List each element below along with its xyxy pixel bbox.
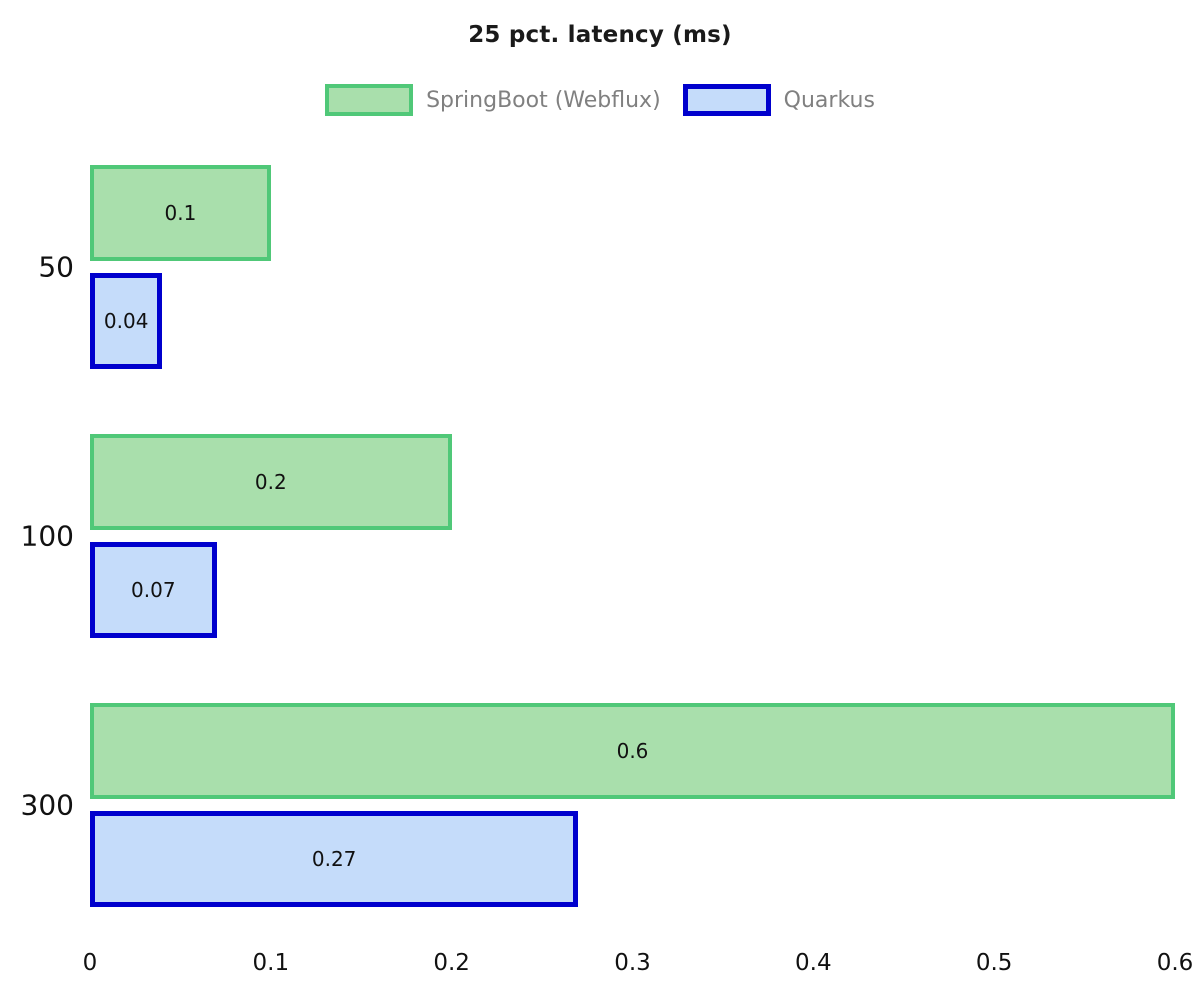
bar-value-label: 0.6 xyxy=(616,739,649,763)
legend-item-springboot-webflux: SpringBoot (Webflux) xyxy=(325,84,661,116)
plot-area: 50 0.1 0.04 100 0.2 0.07 300 0.6 0.27 xyxy=(21,0,1175,940)
category-label-100: 100 xyxy=(20,519,74,553)
x-axis: 0 0.1 0.2 0.3 0.4 0.5 0.6 xyxy=(83,950,1194,990)
x-tick-label-0: 0 xyxy=(82,950,98,976)
legend-swatch-springboot-webflux xyxy=(325,84,414,116)
legend: SpringBoot (Webflux) Quarkus xyxy=(0,84,1200,116)
bar-value-label: 0.27 xyxy=(311,847,357,871)
x-tick-label-0-1: 0.1 xyxy=(252,950,290,976)
x-tick-label-0-6: 0.6 xyxy=(1156,950,1194,976)
x-tick-label-0-3: 0.3 xyxy=(614,950,651,976)
chart-title: 25 pct. latency (ms) xyxy=(468,22,732,48)
bar-quarkus-50: 0.04 xyxy=(90,273,163,369)
x-tick-label-0-5: 0.5 xyxy=(975,950,1013,976)
legend-label: Quarkus xyxy=(783,87,875,113)
x-tick-label-0-2: 0.2 xyxy=(433,950,470,976)
bar-group-300: 300 0.6 0.27 xyxy=(21,703,1175,907)
bar-group-50: 50 0.1 0.04 xyxy=(38,165,1175,369)
category-label-50: 50 xyxy=(38,250,74,284)
bar-springboot-webflux-50: 0.1 xyxy=(90,165,271,261)
bar-group-100: 100 0.2 0.07 xyxy=(21,434,1175,638)
bar-quarkus-300: 0.27 xyxy=(90,811,579,907)
category-label-300: 300 xyxy=(20,788,74,822)
bar-springboot-webflux-300: 0.6 xyxy=(90,703,1175,799)
bar-value-label: 0.2 xyxy=(254,470,287,494)
bar-value-label: 0.04 xyxy=(103,309,149,333)
legend-label: SpringBoot (Webflux) xyxy=(426,87,661,113)
x-tick-label-0-4: 0.4 xyxy=(795,950,832,976)
bar-springboot-webflux-100: 0.2 xyxy=(90,434,452,530)
legend-swatch-quarkus xyxy=(682,84,771,116)
legend-item-quarkus: Quarkus xyxy=(682,84,875,116)
bar-value-label: 0.07 xyxy=(131,578,176,602)
bar-value-label: 0.1 xyxy=(164,201,197,225)
bar-quarkus-100: 0.07 xyxy=(90,542,217,638)
